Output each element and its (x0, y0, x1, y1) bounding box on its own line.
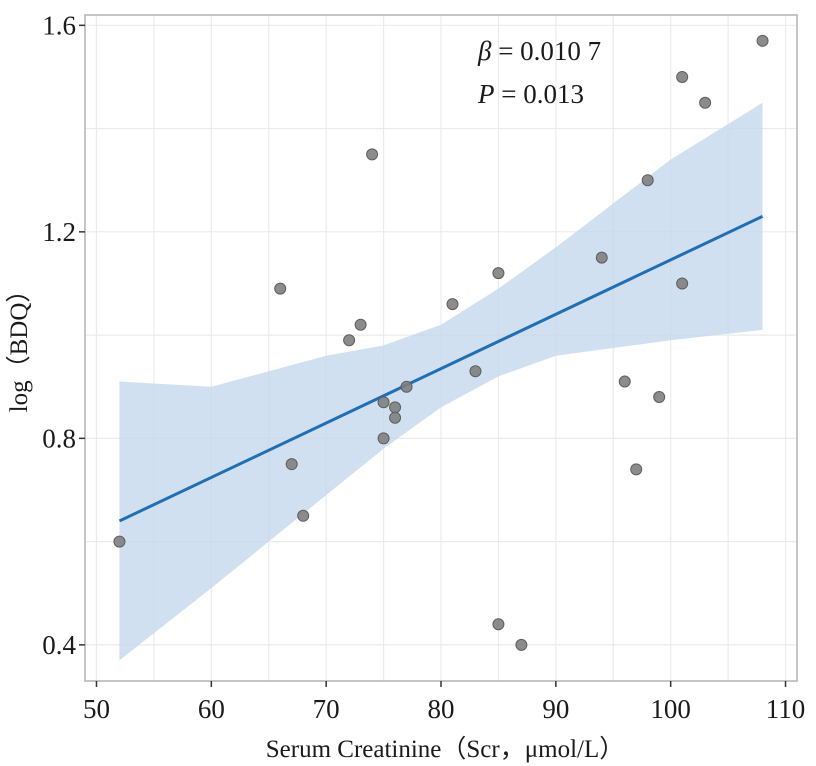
data-point (389, 411, 402, 424)
data-point (377, 396, 390, 409)
data-point (756, 34, 769, 47)
x-axis-title: Serum Creatinine（Scr，μmol/L） (266, 735, 624, 763)
data-point (515, 638, 528, 651)
data-points (113, 34, 769, 651)
beta-symbol: β (477, 36, 492, 66)
data-point (699, 96, 712, 109)
x-tick-label: 100 (650, 694, 691, 724)
data-point (354, 318, 367, 331)
data-point (630, 463, 643, 476)
data-point (618, 375, 631, 388)
data-point (343, 334, 356, 347)
p-symbol: P (477, 79, 495, 109)
data-point (400, 380, 413, 393)
data-point (389, 401, 402, 414)
data-point (492, 267, 505, 280)
y-tick-label: 0.8 (42, 423, 76, 453)
y-tick-label: 1.2 (42, 217, 76, 247)
x-tick-label: 110 (766, 694, 806, 724)
beta-value: = 0.010 7 (491, 36, 601, 66)
data-point (285, 458, 298, 471)
y-axis-title: log（BDQ） (5, 278, 33, 413)
x-tick-label: 60 (198, 694, 225, 724)
data-point (595, 251, 608, 264)
y-tick-label: 1.6 (42, 10, 76, 40)
regression-line (118, 214, 764, 523)
data-point (446, 298, 459, 311)
data-point (469, 365, 482, 378)
data-point (366, 148, 379, 161)
confidence-band (119, 102, 763, 661)
x-tick-label: 80 (428, 694, 455, 724)
data-point (653, 391, 666, 404)
data-point (492, 618, 505, 631)
data-point (676, 277, 689, 290)
data-point (297, 509, 310, 522)
x-tick-label: 50 (83, 694, 110, 724)
data-point (113, 535, 126, 548)
p-value: = 0.013 (495, 79, 584, 109)
p-annotation: P = 0.013 (477, 79, 584, 109)
axis-ticks: 50 60 70 80 90 100 110 0.4 0.8 1.2 1.6 (42, 10, 805, 724)
data-point (676, 70, 689, 83)
data-point (274, 282, 287, 295)
data-point (377, 432, 390, 445)
x-tick-label: 90 (542, 694, 569, 724)
y-tick-label: 0.4 (42, 630, 76, 660)
beta-annotation: β = 0.010 7 (477, 36, 601, 66)
x-tick-label: 70 (313, 694, 340, 724)
data-point (641, 174, 654, 187)
